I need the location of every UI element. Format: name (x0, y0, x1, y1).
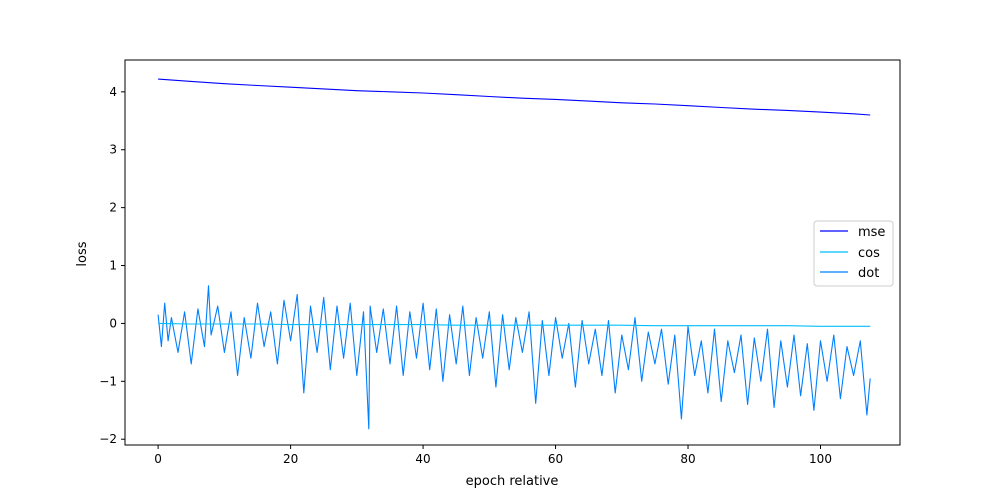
plot-lines (157, 78, 871, 430)
x-axis: 0 20 40 60 80 100 (154, 445, 832, 466)
legend-label-mse: mse (858, 225, 885, 240)
x-tick-label: 60 (548, 452, 563, 466)
plot-frame (124, 59, 901, 446)
series-line-dot (157, 285, 871, 430)
legend-label-dot: dot (858, 266, 879, 281)
x-tick-label: 40 (415, 452, 430, 466)
y-tick-label: 0 (109, 316, 117, 330)
y-tick-label: −1 (99, 374, 117, 388)
y-tick-label: 2 (109, 201, 117, 215)
legend: mse cos dot (813, 220, 894, 287)
y-axis-label: loss (75, 241, 90, 266)
y-tick-label: 1 (109, 259, 117, 273)
legend-label-cos: cos (858, 246, 880, 261)
x-axis-label: epoch relative (466, 474, 559, 489)
y-tick-label: 3 (109, 143, 117, 157)
x-tick-label: 20 (283, 452, 298, 466)
series-line-mse (158, 78, 871, 116)
x-tick-label: 0 (154, 452, 162, 466)
legend-box (813, 220, 894, 287)
y-axis: −2 −1 0 1 2 3 4 (99, 85, 125, 446)
y-tick-label: 4 (109, 85, 117, 99)
x-tick-label: 100 (809, 452, 832, 466)
y-tick-label: −2 (99, 432, 117, 446)
series-line-cos (158, 322, 871, 327)
x-tick-label: 80 (680, 452, 695, 466)
